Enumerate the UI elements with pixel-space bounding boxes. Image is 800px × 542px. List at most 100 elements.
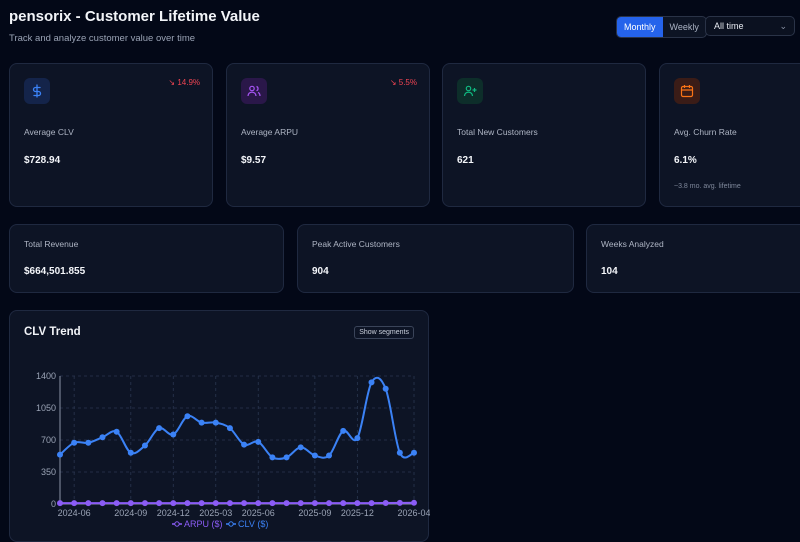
kpi-label: Average CLV: [24, 127, 74, 137]
period-toggle: Monthly Weekly: [616, 16, 707, 38]
users-icon: [241, 78, 267, 104]
data-point: [99, 500, 105, 506]
y-tick-label: 350: [41, 467, 56, 477]
data-point: [99, 434, 105, 440]
kpi-card-total-new-customers: Total New Customers 621: [442, 63, 646, 207]
x-tick-label: 2024-12: [157, 508, 190, 518]
chevron-down-icon: ⌄: [779, 17, 787, 35]
kpi-value: 621: [457, 155, 474, 166]
kpi-label: Total New Customers: [457, 127, 538, 137]
kpi-note: ~3.8 mo. avg. lifetime: [674, 183, 741, 190]
data-point: [142, 500, 148, 506]
data-point: [255, 500, 261, 506]
data-point: [340, 428, 346, 434]
stat-label: Weeks Analyzed: [601, 239, 664, 249]
data-point: [369, 500, 375, 506]
data-point: [269, 500, 275, 506]
date-range-value: All time: [714, 21, 744, 31]
kpi-label: Avg. Churn Rate: [674, 127, 737, 137]
data-point: [199, 500, 205, 506]
stat-value: 904: [312, 266, 329, 277]
series-line-clv: [60, 378, 414, 459]
data-point: [397, 450, 403, 456]
y-tick-label: 700: [41, 435, 56, 445]
data-point: [241, 500, 247, 506]
trend-down-badge: ↘ 14.9%: [168, 78, 200, 87]
data-point: [114, 429, 120, 435]
calendar-icon: [674, 78, 700, 104]
data-point: [71, 500, 77, 506]
y-tick-label: 0: [51, 499, 56, 509]
data-point: [213, 420, 219, 426]
data-point: [142, 442, 148, 448]
data-point: [170, 432, 176, 438]
x-tick-label: 2025-06: [242, 508, 275, 518]
weekly-toggle-button[interactable]: Weekly: [663, 17, 706, 37]
x-tick-label: 2024-06: [58, 508, 91, 518]
y-tick-label: 1050: [36, 403, 56, 413]
data-point: [312, 453, 318, 459]
stat-card-total-revenue: Total Revenue $664,501.855: [9, 224, 284, 293]
page-subtitle: Track and analyze customer value over ti…: [9, 33, 195, 44]
legend-marker: [229, 522, 233, 526]
data-point: [284, 500, 290, 506]
kpi-value: $728.94: [24, 155, 60, 166]
legend-label: CLV ($): [238, 519, 268, 529]
kpi-card-average-arpu: ↘ 5.5% Average ARPU $9.57: [226, 63, 430, 207]
stat-card-peak-active-customers: Peak Active Customers 904: [297, 224, 574, 293]
data-point: [170, 500, 176, 506]
stat-value: $664,501.855: [24, 266, 85, 277]
data-point: [312, 500, 318, 506]
data-point: [71, 440, 77, 446]
stat-label: Peak Active Customers: [312, 239, 400, 249]
stat-label: Total Revenue: [24, 239, 78, 249]
user-plus-icon: [457, 78, 483, 104]
kpi-value: $9.57: [241, 155, 266, 166]
legend-label: ARPU ($): [184, 519, 223, 529]
data-point: [326, 453, 332, 459]
data-point: [114, 500, 120, 506]
data-point: [298, 444, 304, 450]
dollar-icon: [24, 78, 50, 104]
data-point: [57, 452, 63, 458]
data-point: [213, 500, 219, 506]
data-point: [411, 450, 417, 456]
data-point: [199, 420, 205, 426]
data-point: [284, 454, 290, 460]
y-tick-label: 1400: [36, 371, 56, 381]
kpi-card-avg-churn-rate: Avg. Churn Rate 6.1% ~3.8 mo. avg. lifet…: [659, 63, 800, 207]
data-point: [85, 500, 91, 506]
x-tick-label: 2026-04: [397, 508, 430, 518]
data-point: [354, 435, 360, 441]
data-point: [383, 386, 389, 392]
clv-trend-chart: 0 350 700 1050 1400 2024-06 2024-09 2024-12 2025…: [10, 311, 430, 535]
stat-card-weeks-analyzed: Weeks Analyzed 104: [586, 224, 800, 293]
data-point: [184, 413, 190, 419]
data-point: [383, 500, 389, 506]
data-point: [156, 500, 162, 506]
data-point: [184, 500, 190, 506]
data-point: [227, 500, 233, 506]
kpi-card-average-clv: ↘ 14.9% Average CLV $728.94: [9, 63, 213, 207]
x-tick-label: 2025-03: [199, 508, 232, 518]
data-point: [128, 500, 134, 506]
x-tick-label: 2024-09: [114, 508, 147, 518]
trend-down-badge: ↘ 5.5%: [390, 78, 417, 87]
date-range-select[interactable]: All time ⌄: [705, 16, 795, 36]
data-point: [411, 500, 417, 506]
data-point: [340, 500, 346, 506]
data-point: [326, 500, 332, 506]
data-point: [57, 500, 63, 506]
data-point: [255, 439, 261, 445]
data-point: [128, 450, 134, 456]
data-point: [85, 440, 91, 446]
monthly-toggle-button[interactable]: Monthly: [617, 17, 663, 37]
page-title: pensorix - Customer Lifetime Value: [9, 8, 260, 25]
x-tick-label: 2025-12: [341, 508, 374, 518]
data-point: [269, 454, 275, 460]
stat-value: 104: [601, 266, 618, 277]
data-point: [369, 379, 375, 385]
kpi-label: Average ARPU: [241, 127, 298, 137]
data-point: [156, 425, 162, 431]
